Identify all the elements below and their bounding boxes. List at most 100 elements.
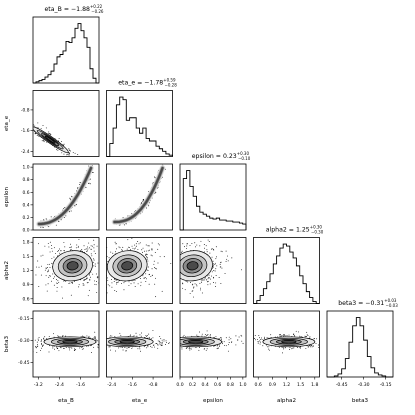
x-tick-label: 0.4 xyxy=(201,382,208,388)
sample-point xyxy=(139,242,141,244)
sample-point xyxy=(126,350,127,352)
sample-point xyxy=(284,335,286,337)
sample-point xyxy=(219,345,221,347)
sample-point xyxy=(145,347,147,349)
hist-panel-alpha2: alpha2 = 1.25+0.30 −0.30 xyxy=(253,225,324,304)
sample-point xyxy=(60,219,62,221)
sample-point xyxy=(148,245,150,247)
contour-line xyxy=(114,339,141,345)
sample-point xyxy=(77,154,79,156)
sample-point xyxy=(167,267,168,268)
x-tick-label: 1.2 xyxy=(283,382,290,388)
sample-point xyxy=(177,338,178,339)
sample-point xyxy=(170,274,171,275)
sample-point xyxy=(215,275,217,276)
sample-point xyxy=(161,341,163,343)
contour-line xyxy=(119,340,135,344)
sample-point xyxy=(47,263,49,265)
sample-point xyxy=(174,264,175,265)
x-tick-label: -0.45 xyxy=(336,382,348,388)
sample-point xyxy=(124,347,126,348)
sample-point xyxy=(152,267,153,268)
sample-point xyxy=(101,344,102,345)
sample-point xyxy=(162,336,163,337)
sample-point xyxy=(239,344,240,345)
sample-point xyxy=(69,153,70,154)
sample-point xyxy=(157,347,159,349)
sample-point xyxy=(152,335,153,336)
sample-point xyxy=(174,272,175,273)
sample-point xyxy=(329,335,330,336)
sample-point xyxy=(48,335,50,337)
sample-point xyxy=(258,334,260,336)
sample-point xyxy=(51,262,53,264)
sample-point xyxy=(55,253,56,254)
sample-point xyxy=(103,348,104,349)
sample-point xyxy=(148,249,150,251)
sample-point xyxy=(322,337,323,338)
sample-point xyxy=(157,186,159,188)
x-tick-label: -0.15 xyxy=(380,382,392,388)
sample-point xyxy=(29,345,30,346)
sample-point xyxy=(177,346,178,347)
sample-point xyxy=(315,343,317,344)
sample-point xyxy=(206,279,208,281)
sample-point xyxy=(97,342,98,343)
y-tick-label: -1.6 xyxy=(21,128,30,134)
sample-point xyxy=(170,335,171,336)
sample-point xyxy=(80,336,82,338)
sample-point xyxy=(227,350,229,352)
sample-point xyxy=(85,278,87,280)
contour-line xyxy=(57,339,83,345)
sample-point xyxy=(329,334,330,335)
sample-point xyxy=(27,122,28,123)
sample-point xyxy=(35,266,37,268)
sample-point xyxy=(96,277,98,279)
sample-point xyxy=(40,340,42,342)
sample-point xyxy=(164,246,165,247)
sample-point xyxy=(198,347,200,348)
sample-point xyxy=(177,344,178,345)
sample-point xyxy=(230,338,232,340)
sample-point xyxy=(175,263,176,264)
sample-point xyxy=(51,250,53,252)
sample-point xyxy=(37,260,39,262)
sample-point xyxy=(55,224,57,226)
sample-point xyxy=(51,280,52,282)
sample-point xyxy=(324,348,325,349)
sample-point xyxy=(100,339,101,340)
sample-point xyxy=(298,331,300,333)
sample-point xyxy=(165,344,166,345)
x-axis-label-eta_B: eta_B xyxy=(58,398,74,404)
sample-point xyxy=(297,347,298,349)
sample-point xyxy=(135,332,137,334)
sample-point xyxy=(294,334,296,336)
sample-point xyxy=(121,249,123,251)
sample-point xyxy=(38,337,40,339)
hist-steps-alpha2 xyxy=(253,243,320,304)
sample-point xyxy=(162,176,163,178)
sample-point xyxy=(83,245,85,247)
sample-point xyxy=(43,141,45,143)
sample-point xyxy=(160,342,162,344)
sample-point xyxy=(82,283,84,284)
sample-point xyxy=(29,344,30,345)
sample-point xyxy=(38,339,40,341)
sample-point xyxy=(163,338,164,339)
sample-point xyxy=(261,339,263,340)
sample-point xyxy=(32,128,33,129)
sample-point xyxy=(63,347,64,349)
sample-point xyxy=(292,347,294,349)
sample-point xyxy=(146,256,147,258)
sample-point xyxy=(257,342,259,344)
sample-point xyxy=(129,247,130,249)
sample-point xyxy=(161,342,163,344)
sample-point xyxy=(146,259,148,260)
sample-point xyxy=(141,332,142,334)
sample-point xyxy=(147,270,149,271)
sample-point xyxy=(86,250,88,252)
sample-point xyxy=(228,336,230,338)
sample-point xyxy=(48,276,50,278)
sample-point xyxy=(221,337,222,339)
contour-line xyxy=(52,250,93,282)
